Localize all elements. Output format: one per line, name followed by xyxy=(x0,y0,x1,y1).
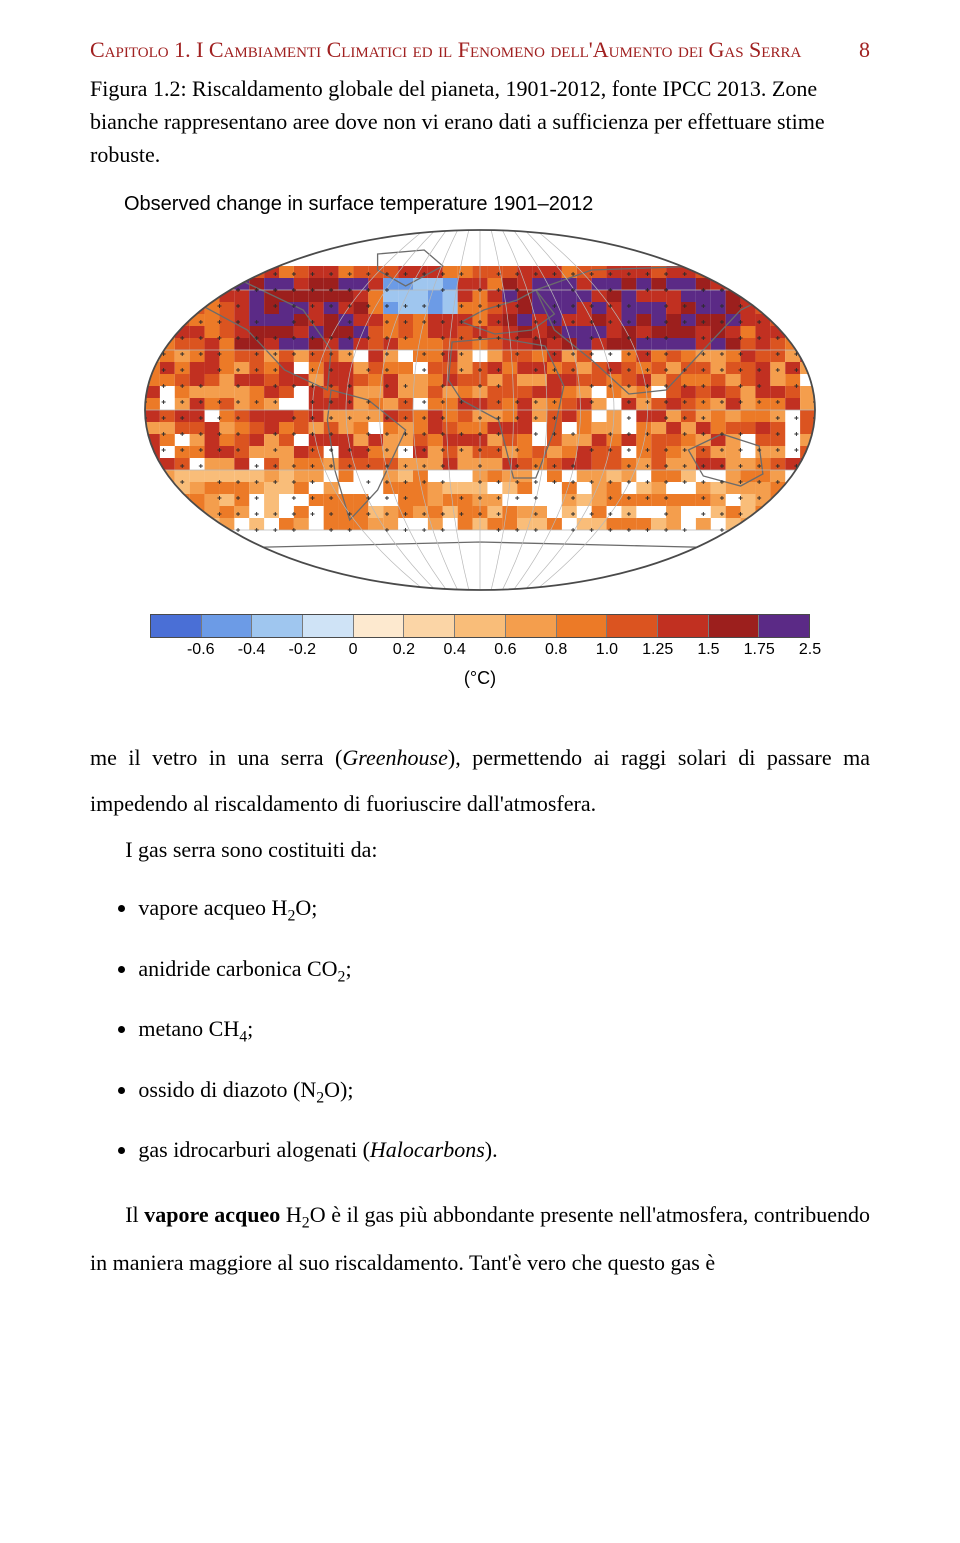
running-header: Capitolo 1. I Cambiamenti Climatici ed i… xyxy=(90,36,870,64)
colorbar-tick: 0.4 xyxy=(443,641,465,659)
colorbar-tick: 2.5 xyxy=(799,641,821,659)
colorbar-tick: 0.8 xyxy=(545,641,567,659)
page-number: 8 xyxy=(859,36,870,64)
colorbar-tick: 1.5 xyxy=(697,641,719,659)
para3-pre: Il xyxy=(125,1202,144,1227)
chapter-label: Capitolo 1. xyxy=(90,37,191,62)
colorbar-tick: 0.6 xyxy=(494,641,516,659)
colorbar-segment xyxy=(557,615,608,637)
colorbar-segment xyxy=(759,615,809,637)
colorbar-segment xyxy=(506,615,557,637)
colorbar-units: (°C) xyxy=(150,668,810,689)
para3-sub: 2 xyxy=(302,1215,310,1232)
colorbar-segment xyxy=(202,615,253,637)
colorbar-segment xyxy=(455,615,506,637)
colorbar-tick: -0.4 xyxy=(238,641,266,659)
para2: I gas serra sono costituiti da: xyxy=(125,837,377,862)
colorbar: -0.6-0.4-0.200.20.40.60.81.01.251.51.752… xyxy=(150,614,810,689)
colorbar-tick: 0 xyxy=(349,641,358,659)
colorbar-tick: 0.2 xyxy=(393,641,415,659)
gas-list-item: vapore acqueo H2O; xyxy=(138,893,870,928)
colorbar-tick: -0.6 xyxy=(187,641,215,659)
gas-list-item: anidride carbonica CO2; xyxy=(138,954,870,989)
figure-caption: Figura 1.2: Riscaldamento globale del pi… xyxy=(90,72,870,171)
chapter-title: I Cambiamenti Climatici ed il Fenomeno d… xyxy=(196,37,801,62)
colorbar-tick: 1.25 xyxy=(642,641,673,659)
colorbar-tick: 1.75 xyxy=(744,641,775,659)
colorbar-segment xyxy=(607,615,658,637)
colorbar-tick: 1.0 xyxy=(596,641,618,659)
colorbar-segment xyxy=(303,615,354,637)
colorbar-segment xyxy=(252,615,303,637)
colorbar-segment xyxy=(658,615,709,637)
colorbar-segment xyxy=(709,615,760,637)
gas-list-item: metano CH4; xyxy=(138,1014,870,1049)
body-text: me il vetro in una serra (Greenhouse), p… xyxy=(90,735,870,1286)
para1-italic: Greenhouse xyxy=(342,745,448,770)
para3-bold: vapore acqueo xyxy=(144,1202,280,1227)
world-map xyxy=(135,220,825,600)
colorbar-segment xyxy=(151,615,202,637)
gas-list-item: gas idrocarburi alogenati (Halocarbons). xyxy=(138,1135,870,1166)
gas-list-item: ossido di diazoto (N2O); xyxy=(138,1075,870,1110)
colorbar-segment xyxy=(354,615,405,637)
figure-title: Observed change in surface temperature 1… xyxy=(124,193,870,216)
colorbar-segment xyxy=(404,615,455,637)
figure: Observed change in surface temperature 1… xyxy=(90,193,870,689)
para1-pre: me il vetro in una serra ( xyxy=(90,745,342,770)
para3-mid-a: H xyxy=(280,1202,302,1227)
gas-list: vapore acqueo H2O; anidride carbonica CO2… xyxy=(90,893,870,1166)
colorbar-tick: -0.2 xyxy=(289,641,317,659)
page: Capitolo 1. I Cambiamenti Climatici ed i… xyxy=(0,0,960,1543)
